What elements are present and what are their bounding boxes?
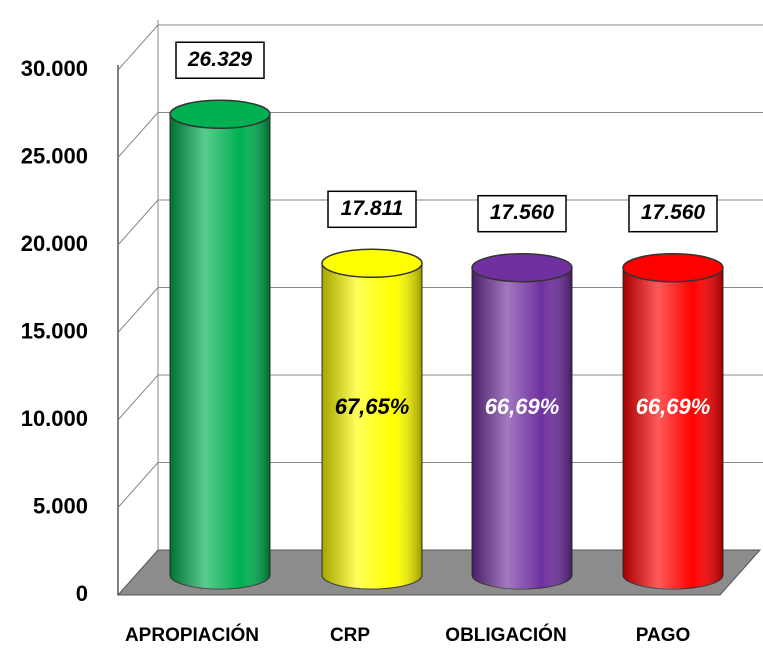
cylinder-shading (472, 267, 572, 589)
value-label-box (477, 194, 567, 233)
y-tick-label: 15.000 (21, 318, 88, 343)
percent-label: 66,69% (636, 394, 711, 419)
cylinder-top (321, 248, 423, 279)
y-tick-label: 30.000 (21, 56, 88, 81)
x-tick-label: OBLIGACIÓN (445, 624, 566, 646)
grid-line-side (117, 287, 159, 333)
grid-line-side (117, 24, 159, 71)
value-label: 17.560 (490, 201, 555, 224)
cylinder-top (169, 99, 271, 129)
x-tick-label: APROPIACIÓN (125, 624, 259, 646)
percent-label: 66,69% (485, 394, 560, 419)
y-tick-label: 20.000 (21, 231, 88, 256)
grid-line-side (117, 199, 159, 246)
y-tick-label: 25.000 (21, 143, 88, 168)
value-label: 26.329 (187, 48, 253, 71)
cylinder-top (622, 252, 724, 283)
percent-label: 67,65% (335, 394, 410, 419)
value-label: 17.560 (641, 201, 706, 224)
y-tick-label: 5.000 (33, 493, 88, 518)
cylinder-shading (623, 267, 723, 589)
value-label-box (327, 190, 417, 229)
x-tick-label: CRP (330, 625, 370, 646)
cylinder-top (471, 252, 573, 283)
value-label-box (628, 194, 718, 233)
cylinder-shading (322, 263, 422, 589)
value-label: 17.811 (341, 197, 404, 220)
grid-line-side (117, 112, 159, 158)
y-tick-label: 0 (76, 581, 88, 606)
x-tick-label: PAGO (636, 625, 691, 646)
y-tick-label: 10.000 (21, 406, 88, 431)
cylinder-shading (170, 114, 270, 590)
grid-line-side (117, 462, 159, 508)
value-label-box (175, 41, 265, 79)
floor (116, 549, 762, 596)
grid-line-side (117, 374, 159, 421)
